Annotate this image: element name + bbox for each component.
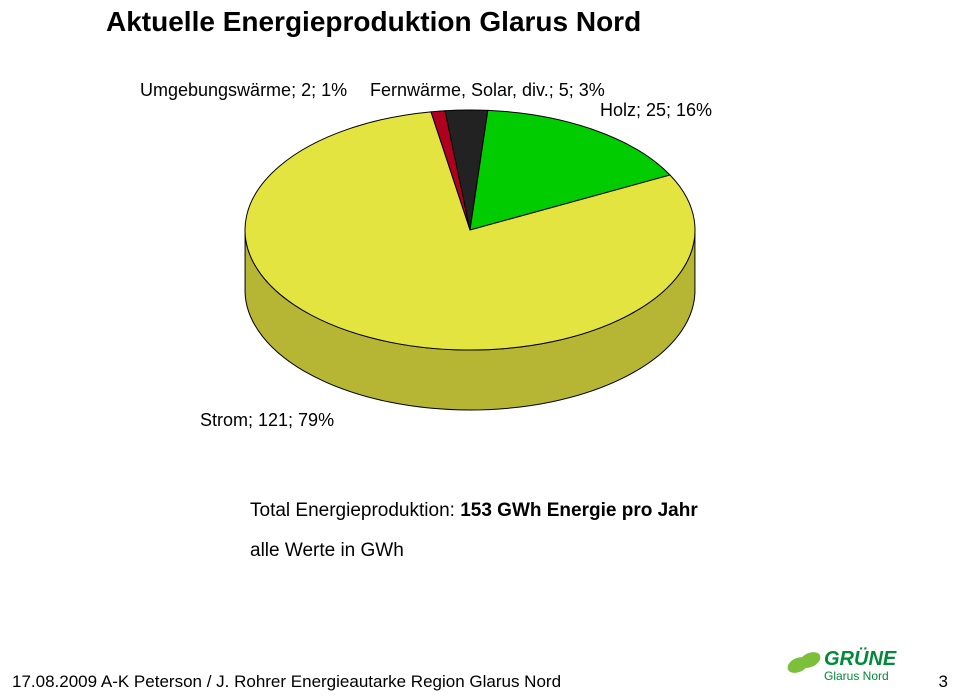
pie-chart — [0, 0, 960, 465]
total-bold: 153 GWh Energie pro Jahr — [460, 500, 698, 521]
page-number: 3 — [939, 672, 948, 692]
label-holz: Holz; 25; 16% — [600, 100, 712, 121]
total-prefix: Total Energieproduktion: — [250, 500, 460, 521]
footer-left: 17.08.2009 A-K Peterson / J. Rohrer Ener… — [12, 672, 561, 692]
label-fernwaerme: Fernwärme, Solar, div.; 5; 3% — [370, 80, 605, 101]
label-strom: Strom; 121; 79% — [200, 410, 334, 431]
values-note: alle Werte in GWh — [250, 540, 404, 562]
label-umgebungswaerme: Umgebungswärme; 2; 1% — [140, 80, 347, 101]
svg-text:Glarus Nord: Glarus Nord — [824, 669, 889, 683]
total-line: Total Energieproduktion: 153 GWh Energie… — [250, 500, 698, 522]
gruene-logo: GRÜNE Glarus Nord — [780, 643, 920, 692]
svg-text:GRÜNE: GRÜNE — [824, 647, 897, 670]
